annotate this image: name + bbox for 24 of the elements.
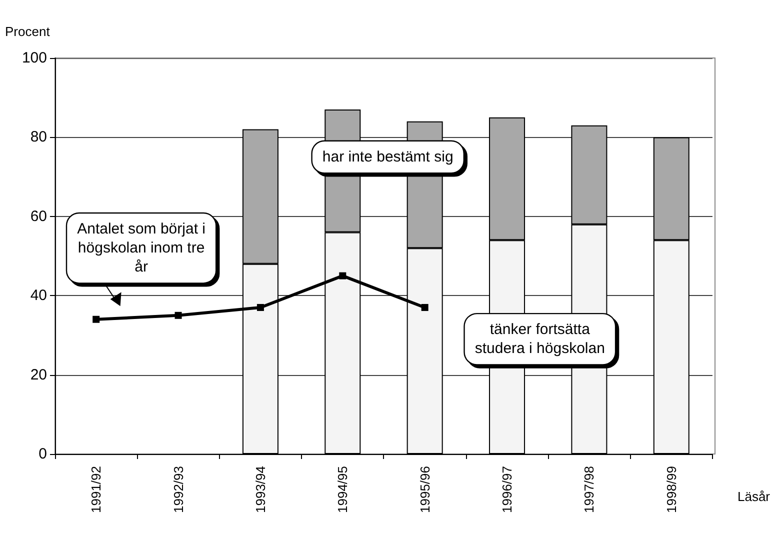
- y-tick-label: 60: [30, 208, 47, 225]
- y-tick-label: 0: [38, 446, 47, 462]
- series-label: har inte bestämt sig: [322, 148, 454, 166]
- x-tick-label: 1997/98: [582, 466, 597, 513]
- point: [339, 272, 346, 280]
- series-label: tänker fortsätta studera i högskolan: [474, 321, 605, 358]
- x-tick-label: 1996/97: [500, 466, 515, 513]
- x-tick-label: 1998/99: [664, 466, 679, 513]
- x-axis-title: Läsår: [737, 489, 771, 504]
- point: [174, 312, 182, 319]
- point: [256, 304, 264, 311]
- y-tick-label: 20: [30, 366, 47, 384]
- text: Antalet som börjat i högskolan inom tre år: [77, 220, 206, 276]
- point: [92, 316, 100, 323]
- point: [421, 304, 428, 311]
- x-tick-label: 1993/94: [252, 466, 268, 513]
- y-tick-label: 100: [22, 50, 47, 66]
- x-tick-label: 1991/92: [88, 466, 104, 513]
- x-tick-label: 1992/93: [170, 466, 186, 513]
- x-tick-label: 1995/96: [417, 466, 432, 513]
- y-tick-label: 80: [30, 128, 47, 146]
- y-tick-label: 40: [30, 287, 47, 304]
- x-tick-label: 1994/95: [335, 466, 350, 513]
- y-axis-title: Procent: [5, 24, 50, 39]
